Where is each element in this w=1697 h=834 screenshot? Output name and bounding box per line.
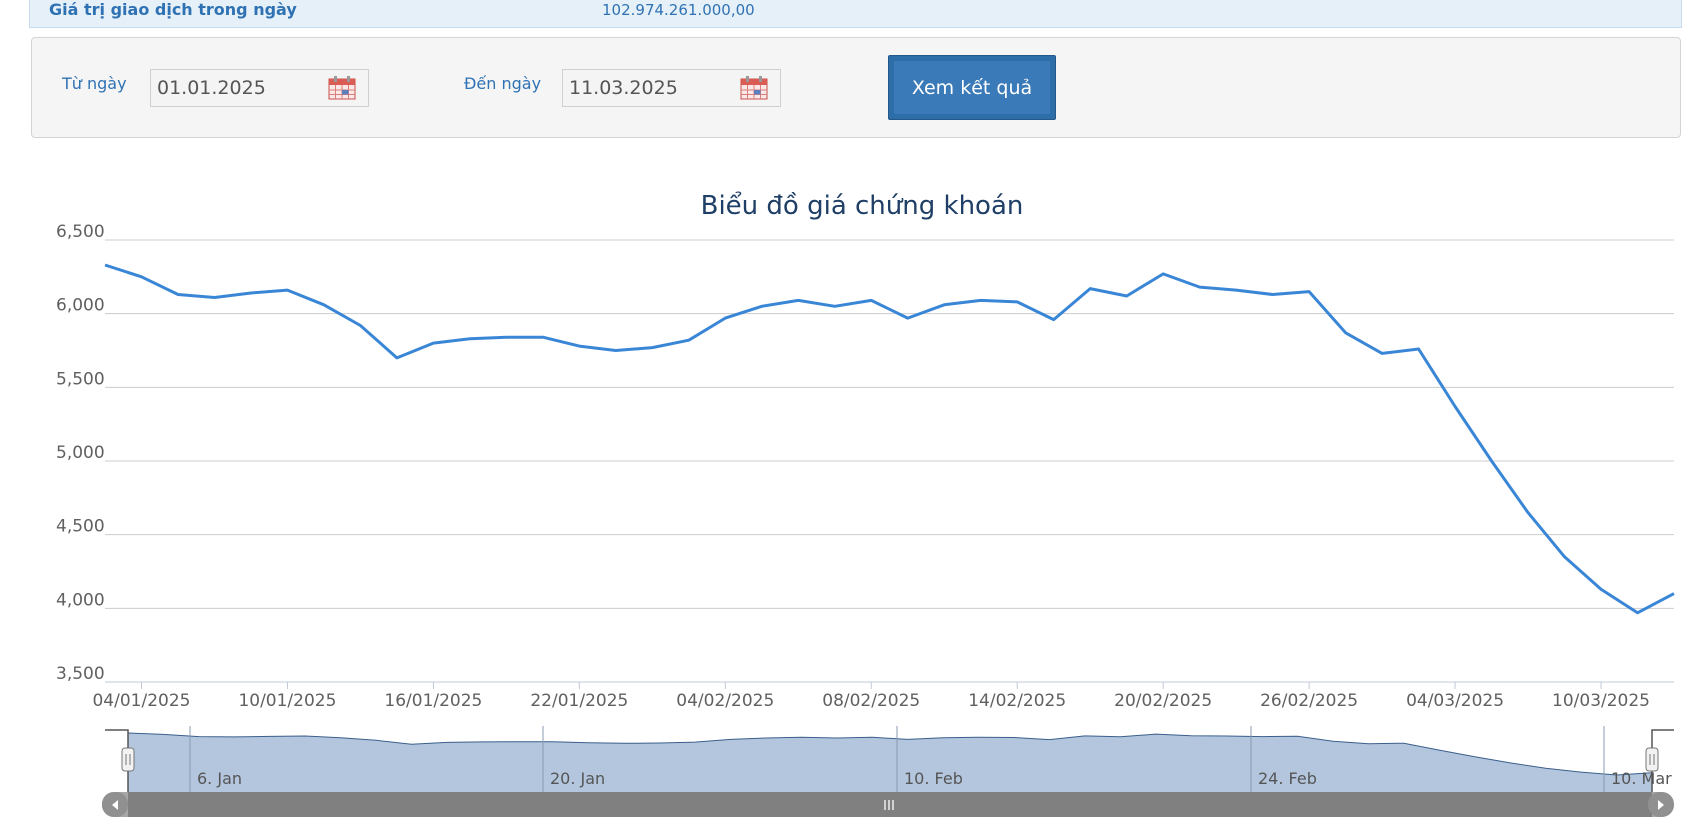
x-tick-label: 26/02/2025 [1260,691,1358,711]
handle-body[interactable] [1645,747,1659,772]
navigator-right-handle[interactable] [1645,747,1659,772]
stock-price-chart: Biểu đồ giá chứng khoán 3,500 4,000 4,500 5… [56,190,1675,817]
range-navigator[interactable]: 6. Jan 20. Jan 10. Feb 24. Feb 10. Mar [105,726,1674,795]
scroll-left-button[interactable] [102,792,128,817]
trading-value-row: Giá trị giao dịch trong ngày 102.974.261… [29,0,1682,28]
y-tick-label: 5,500 [56,369,105,389]
x-tick-label: 08/02/2025 [822,691,920,711]
navigator-tick-label: 20. Jan [550,769,605,788]
arrow-right-icon [1658,800,1664,810]
date-filter-panel: Từ ngày Đến ngày Xem kết quả [31,37,1681,138]
x-tick-label: 10/03/2025 [1552,691,1650,711]
x-tick-label: 04/02/2025 [676,691,774,711]
scroll-right-button[interactable] [1648,792,1674,817]
arrow-left-icon [112,800,118,810]
price-line [104,263,1675,615]
trading-value-label: Giá trị giao dịch trong ngày [49,0,297,19]
range-scrollbar[interactable] [102,792,1674,817]
x-tick-label: 22/01/2025 [530,691,628,711]
handle-body[interactable] [121,747,135,772]
x-tick-label: 04/03/2025 [1406,691,1504,711]
trading-value-amount: 102.974.261.000,00 [602,1,755,19]
y-tick-label: 4,500 [56,517,105,537]
navigator-tick-label: 10. Feb [904,769,963,788]
from-calendar-icon[interactable] [328,76,356,100]
navigator-left-handle[interactable] [121,747,135,772]
x-tick-label: 14/02/2025 [968,691,1066,711]
x-tick-label: 16/01/2025 [384,691,482,711]
x-tick-label: 20/02/2025 [1114,691,1212,711]
navigator-line [127,732,1653,776]
view-results-button[interactable]: Xem kết quả [888,55,1056,120]
price-series [104,263,1675,615]
navigator-tick-label: 6. Jan [197,769,242,788]
from-date-label: Từ ngày [62,74,127,93]
navigator-tick-label: 24. Feb [1258,769,1317,788]
x-tick-label: 04/01/2025 [92,691,190,711]
view-results-label: Xem kết quả [894,61,1050,114]
y-tick-label: 6,000 [56,296,105,316]
navigator-right-edge [1651,729,1674,795]
navigator-area [128,733,1652,792]
x-tick-label: 10/01/2025 [238,691,336,711]
y-tick-label: 3,500 [56,664,105,684]
scrollbar-thumb[interactable] [128,792,1652,817]
to-calendar-icon[interactable] [740,76,768,100]
chart-title: Biểu đồ giá chứng khoán [701,190,1024,221]
to-date-label: Đến ngày [464,74,542,93]
navigator-tick-label: 10. Mar [1611,769,1672,788]
y-tick-label: 6,500 [56,222,105,242]
navigator-left-edge [105,729,129,795]
y-tick-label: 5,000 [56,443,105,463]
chart-gridlines [105,239,1674,683]
x-axis-labels: 04/01/2025 10/01/2025 16/01/2025 22/01/2025… [92,682,1650,711]
y-axis-labels: 3,500 4,000 4,500 5,000 5,500 6,000 6,500 [56,222,105,684]
y-tick-label: 4,000 [56,590,105,610]
to-date-input[interactable] [562,69,781,107]
